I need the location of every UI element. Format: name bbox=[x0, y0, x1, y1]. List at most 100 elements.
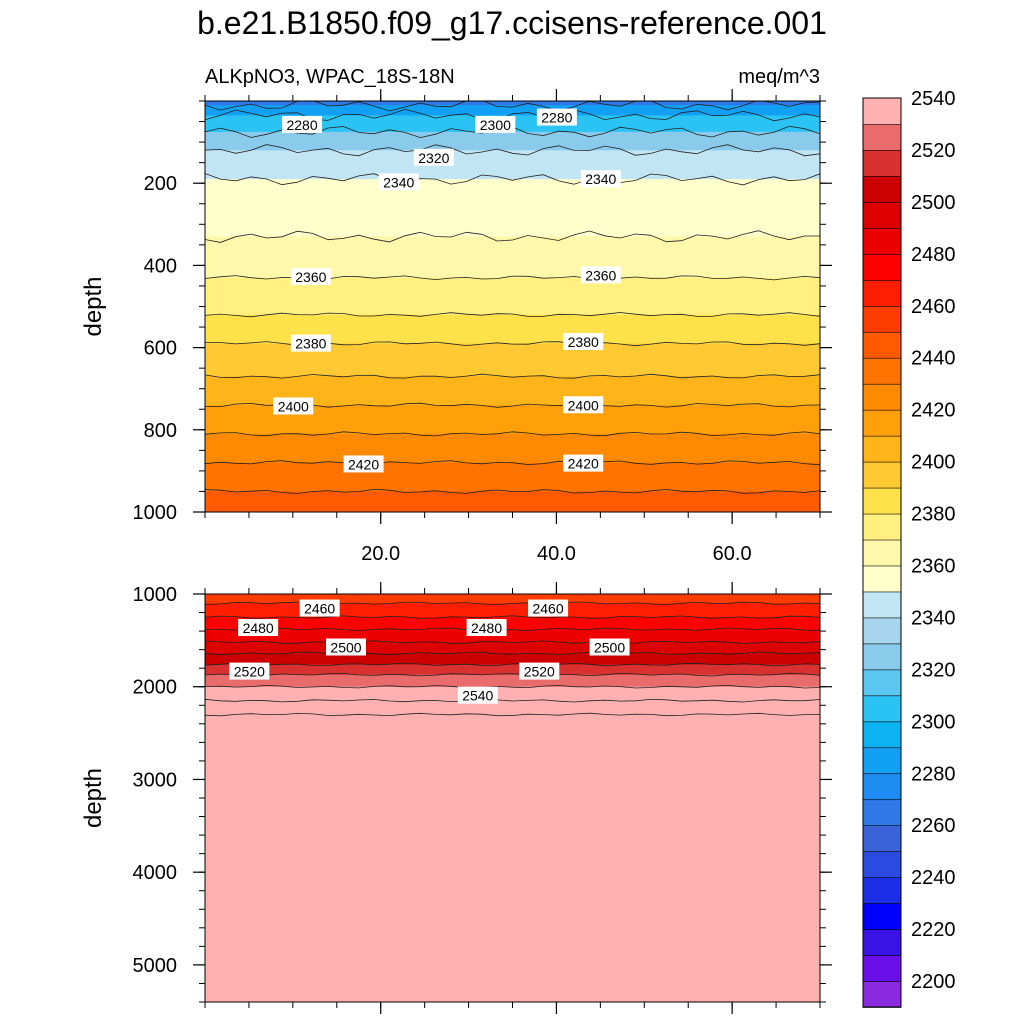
x-tick-label: 20.0 bbox=[361, 543, 400, 565]
contour-label: 2460 bbox=[528, 599, 569, 617]
svg-text:2500: 2500 bbox=[594, 639, 625, 655]
y-tick-label: 600 bbox=[144, 338, 177, 360]
colorbar-swatch bbox=[862, 669, 902, 697]
contour-label: 2380 bbox=[563, 332, 604, 350]
contour-label: 2400 bbox=[273, 397, 314, 415]
svg-text:2520: 2520 bbox=[524, 664, 555, 680]
colorbar-label: 2500 bbox=[911, 192, 956, 214]
colorbar-swatch bbox=[862, 435, 902, 463]
svg-text:2280: 2280 bbox=[286, 117, 317, 133]
contour-label: 2520 bbox=[519, 662, 560, 680]
svg-text:2280: 2280 bbox=[541, 110, 572, 126]
colorbar-swatch bbox=[862, 123, 902, 151]
contour-label: 2320 bbox=[413, 148, 454, 166]
y-axis-label: depth bbox=[80, 768, 107, 828]
colorbar-label: 2220 bbox=[911, 919, 956, 941]
colorbar-swatch bbox=[862, 643, 902, 671]
y-tick-label: 5000 bbox=[133, 955, 178, 977]
colorbar-swatch bbox=[862, 824, 902, 852]
contour-label: 2520 bbox=[229, 662, 270, 680]
colorbar-swatch bbox=[862, 175, 902, 203]
contour-label: 2280 bbox=[282, 115, 323, 133]
band-2320 bbox=[205, 131, 820, 152]
colorbar-swatch bbox=[862, 746, 902, 775]
colorbar-swatch bbox=[862, 539, 902, 567]
contour-line-2390 bbox=[205, 373, 820, 379]
contour-label: 2300 bbox=[475, 115, 516, 133]
band-2440 bbox=[205, 491, 820, 512]
contour-label: 2460 bbox=[299, 599, 340, 617]
contour-line-2420 bbox=[205, 460, 820, 466]
colorbar-swatch bbox=[862, 487, 902, 515]
colorbar-swatch bbox=[862, 461, 902, 489]
y-axis-label: depth bbox=[80, 276, 107, 336]
band-2510 bbox=[205, 664, 820, 676]
contour-label: 2360 bbox=[580, 266, 621, 284]
colorbar-swatch bbox=[862, 513, 902, 541]
contour-line-2480 bbox=[205, 640, 820, 644]
band-2260 bbox=[205, 101, 820, 107]
colorbar-label: 2340 bbox=[911, 607, 956, 629]
x-tick-label: 40.0 bbox=[537, 543, 576, 565]
colorbar-label: 2480 bbox=[911, 244, 956, 266]
band-2460 bbox=[205, 603, 820, 619]
contour-line-2410 bbox=[205, 431, 820, 437]
colorbar-swatch bbox=[862, 201, 902, 229]
svg-text:2480: 2480 bbox=[471, 620, 502, 636]
contour-label: 2500 bbox=[589, 638, 630, 656]
band-2530 bbox=[205, 686, 820, 702]
contour-line-2260 bbox=[205, 101, 820, 112]
colorbar: 2200 2220 2240 2260 2280 2300 2320 2340 2360 2380… bbox=[862, 88, 956, 1008]
svg-text:2500: 2500 bbox=[330, 639, 361, 655]
band-2350 bbox=[205, 179, 820, 238]
contour-label: 2340 bbox=[580, 170, 621, 188]
colorbar-swatch bbox=[862, 721, 902, 749]
colorbar-swatch bbox=[862, 980, 902, 1008]
y-tick-label: 2000 bbox=[133, 677, 178, 699]
contour-line-2540 bbox=[205, 712, 820, 717]
colorbar-swatch bbox=[862, 383, 902, 411]
svg-text:2460: 2460 bbox=[532, 601, 563, 617]
contour-label: 2480 bbox=[466, 619, 507, 637]
band-2280 bbox=[205, 105, 820, 117]
chart-units: meq/m^3 bbox=[738, 66, 820, 88]
colorbar-label: 2320 bbox=[911, 659, 956, 681]
colorbar-swatch bbox=[862, 279, 902, 307]
colorbar-swatch bbox=[862, 331, 902, 359]
svg-text:2320: 2320 bbox=[418, 150, 449, 166]
contour-line-2460 bbox=[205, 615, 820, 619]
svg-text:2360: 2360 bbox=[585, 267, 616, 283]
contour-line-2430 bbox=[205, 488, 820, 494]
svg-text:2400: 2400 bbox=[278, 398, 309, 414]
panel-lower: 2460 2460 2480 2480 2500 2500 2520 2520 2540 1000… bbox=[80, 582, 832, 1014]
colorbar-swatch bbox=[862, 902, 902, 930]
colorbar-swatch bbox=[862, 149, 902, 177]
chart-subtitle-left: ALKpNO3, WPAC_18S-18N bbox=[205, 66, 455, 88]
colorbar-swatch bbox=[862, 591, 902, 619]
colorbar-swatch bbox=[862, 954, 902, 982]
svg-text:2340: 2340 bbox=[383, 174, 414, 190]
colorbar-label: 2400 bbox=[911, 452, 956, 474]
colorbar-swatch bbox=[862, 695, 902, 723]
colorbar-label: 2380 bbox=[911, 504, 956, 526]
svg-text:2380: 2380 bbox=[568, 334, 599, 350]
contour-label: 2420 bbox=[343, 455, 384, 473]
svg-text:2360: 2360 bbox=[295, 269, 326, 285]
contour-line-2530 bbox=[205, 698, 820, 703]
contour-line-2510 bbox=[205, 672, 820, 677]
contour-label: 2380 bbox=[290, 334, 331, 352]
svg-text:2540: 2540 bbox=[462, 688, 493, 704]
y-tick-label: 4000 bbox=[133, 862, 178, 884]
svg-text:2420: 2420 bbox=[348, 456, 379, 472]
band-2470 bbox=[205, 617, 820, 631]
contour-label: 2480 bbox=[238, 619, 279, 637]
y-tick-label: 800 bbox=[144, 420, 177, 442]
colorbar-swatch bbox=[862, 227, 902, 255]
colorbar-label: 2540 bbox=[911, 88, 956, 110]
y-tick-label: 1000 bbox=[133, 502, 178, 524]
band-2480 bbox=[205, 629, 820, 644]
contour-line-2340 bbox=[205, 173, 820, 186]
band-2500 bbox=[205, 653, 820, 666]
colorbar-label: 2460 bbox=[911, 296, 956, 318]
